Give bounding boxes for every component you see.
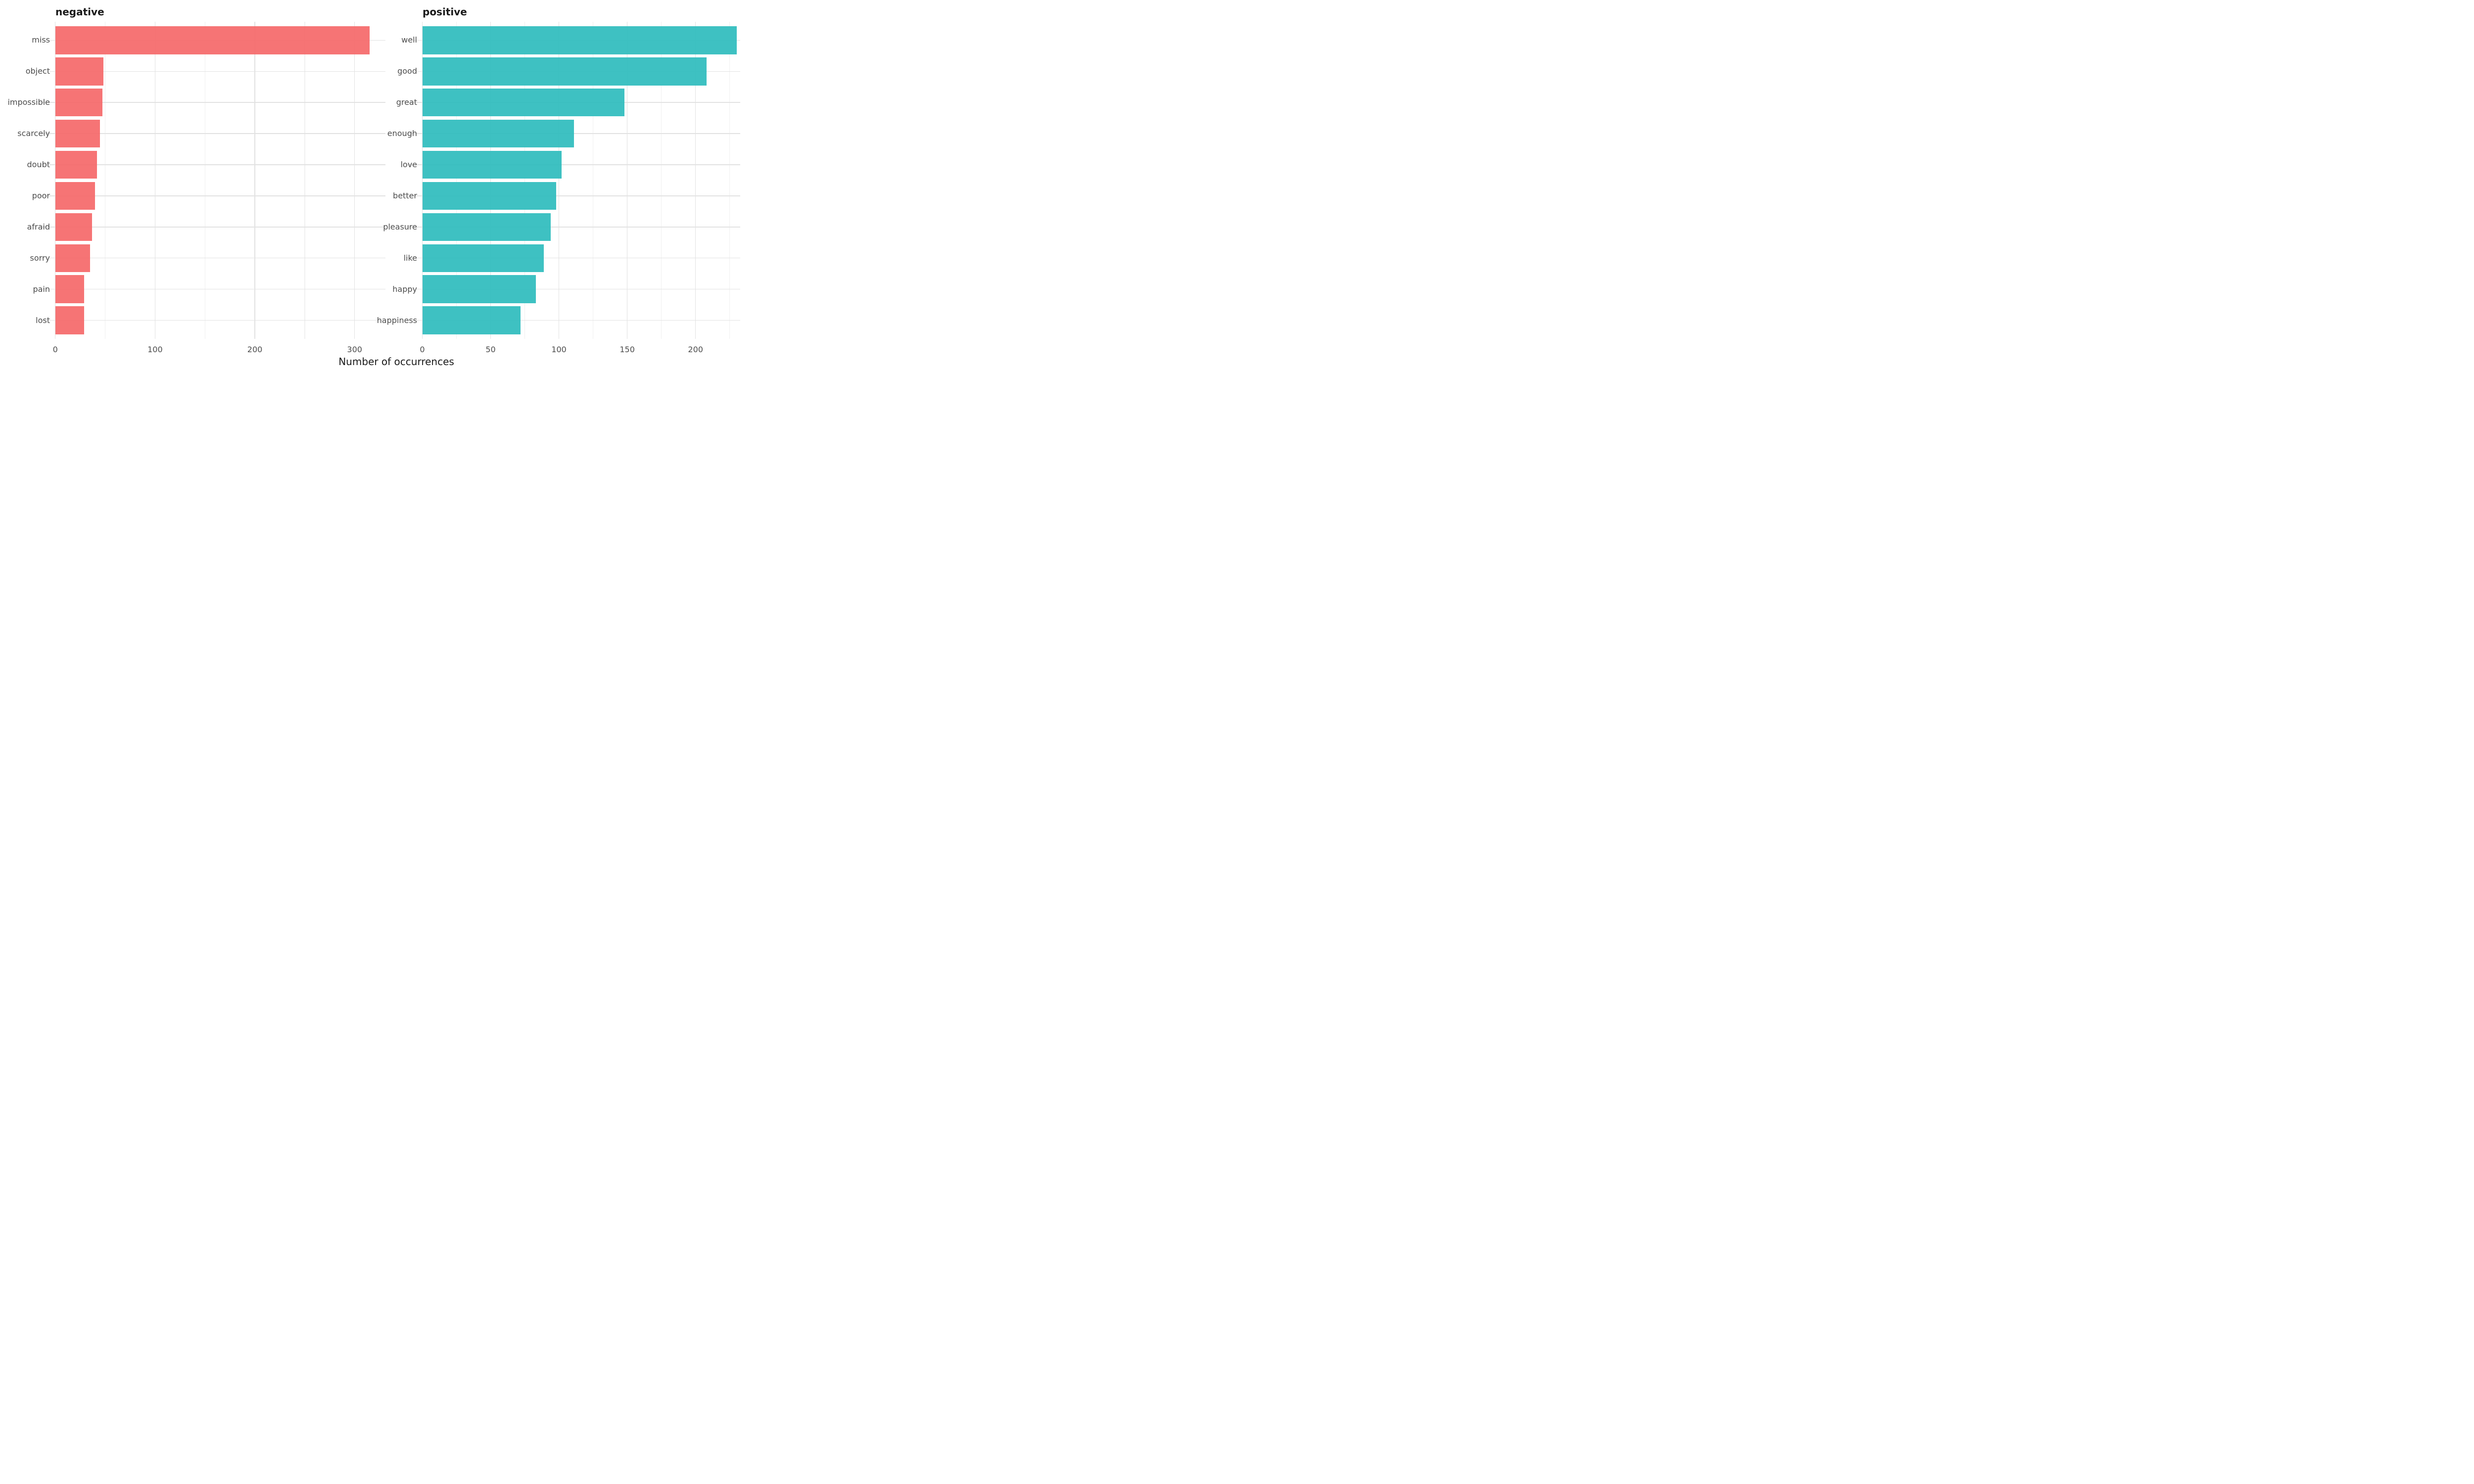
bar-lost bbox=[55, 306, 85, 334]
vertical-major-gridline bbox=[695, 21, 696, 339]
bar-sorry bbox=[55, 244, 91, 273]
x-tick-label-negative-0: 0 bbox=[52, 345, 58, 354]
vertical-minor-gridline bbox=[661, 21, 662, 339]
vertical-major-gridline bbox=[354, 21, 355, 339]
bar-happiness bbox=[422, 306, 521, 334]
category-label-better: better bbox=[393, 190, 417, 200]
category-label-happiness: happiness bbox=[377, 315, 417, 325]
x-tick-label-negative-300: 300 bbox=[347, 345, 362, 354]
bar-well bbox=[422, 26, 737, 54]
facet-panel-negative bbox=[40, 21, 385, 339]
x-tick-label-positive-150: 150 bbox=[619, 345, 635, 354]
x-tick-label-positive-0: 0 bbox=[420, 345, 425, 354]
bar-better bbox=[422, 182, 557, 210]
vertical-major-gridline bbox=[422, 21, 423, 339]
category-label-impossible: impossible bbox=[7, 97, 50, 107]
category-label-happy: happy bbox=[392, 284, 417, 294]
bar-impossible bbox=[55, 88, 102, 117]
vertical-major-gridline bbox=[254, 21, 255, 339]
horizontal-gridline bbox=[40, 71, 385, 72]
vertical-minor-gridline bbox=[304, 21, 305, 339]
category-label-pleasure: pleasure bbox=[383, 222, 417, 232]
bar-scarcely bbox=[55, 119, 100, 148]
bar-like bbox=[422, 244, 544, 273]
bar-love bbox=[422, 150, 562, 179]
category-label-great: great bbox=[396, 97, 417, 107]
category-label-afraid: afraid bbox=[27, 222, 50, 232]
category-label-well: well bbox=[401, 35, 417, 45]
category-label-doubt: doubt bbox=[27, 160, 50, 170]
category-label-lost: lost bbox=[36, 315, 50, 325]
vertical-minor-gridline bbox=[729, 21, 730, 339]
horizontal-gridline bbox=[40, 320, 385, 321]
facet-panel-positive bbox=[406, 21, 740, 339]
vertical-major-gridline bbox=[490, 21, 491, 339]
horizontal-gridline bbox=[406, 320, 740, 321]
x-tick-label-positive-50: 50 bbox=[485, 345, 496, 354]
bar-miss bbox=[55, 26, 370, 54]
horizontal-gridline bbox=[40, 133, 385, 134]
bar-poor bbox=[55, 182, 95, 210]
chart-figure: negative miss object impossible scarcely doub… bbox=[0, 0, 742, 371]
facet-title-positive: positive bbox=[423, 6, 467, 18]
category-label-like: like bbox=[403, 253, 417, 263]
x-tick-label-negative-100: 100 bbox=[147, 345, 163, 354]
bar-afraid bbox=[55, 213, 93, 241]
x-tick-label-positive-200: 200 bbox=[688, 345, 703, 354]
bar-enough bbox=[422, 119, 574, 148]
category-label-enough: enough bbox=[387, 129, 417, 139]
facet-title-negative: negative bbox=[55, 6, 104, 18]
category-label-poor: poor bbox=[32, 190, 50, 200]
category-label-miss: miss bbox=[32, 35, 50, 45]
category-label-sorry: sorry bbox=[30, 253, 50, 263]
horizontal-gridline bbox=[40, 164, 385, 165]
bar-pain bbox=[55, 275, 85, 304]
x-tick-label-negative-200: 200 bbox=[247, 345, 263, 354]
bar-great bbox=[422, 88, 625, 117]
category-label-pain: pain bbox=[33, 284, 50, 294]
x-axis-title: Number of occurrences bbox=[338, 356, 454, 368]
horizontal-gridline bbox=[40, 195, 385, 196]
bar-pleasure bbox=[422, 213, 551, 241]
vertical-minor-gridline bbox=[524, 21, 525, 339]
bar-happy bbox=[422, 275, 536, 304]
x-tick-label-positive-100: 100 bbox=[551, 345, 567, 354]
bar-good bbox=[422, 57, 707, 86]
category-label-love: love bbox=[400, 160, 417, 170]
bar-object bbox=[55, 57, 103, 86]
horizontal-gridline bbox=[406, 164, 740, 165]
bar-doubt bbox=[55, 150, 97, 179]
category-label-scarcely: scarcely bbox=[17, 129, 50, 139]
category-label-object: object bbox=[25, 66, 50, 76]
vertical-minor-gridline bbox=[456, 21, 457, 339]
category-label-good: good bbox=[397, 66, 417, 76]
horizontal-gridline bbox=[406, 195, 740, 196]
